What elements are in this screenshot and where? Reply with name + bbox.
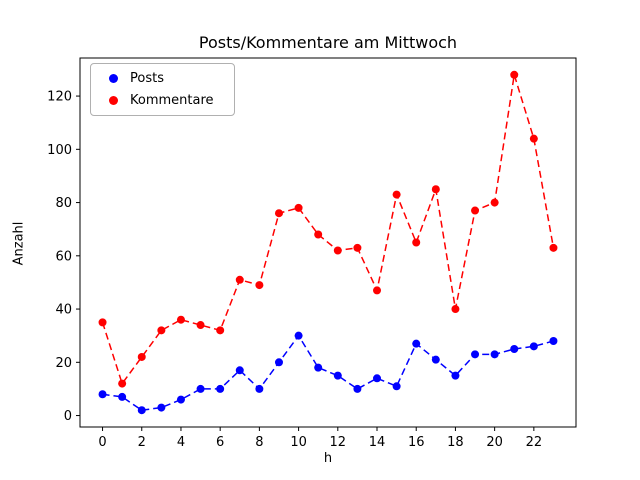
svg-text:16: 16 <box>408 435 425 450</box>
svg-text:6: 6 <box>216 435 224 450</box>
legend-label-kommentare: Kommentare <box>130 93 214 108</box>
y-axis-label: Anzahl <box>11 221 27 266</box>
legend-item-posts: Posts <box>101 71 222 86</box>
svg-text:22: 22 <box>526 435 543 450</box>
svg-text:20: 20 <box>486 435 503 450</box>
legend: Posts Kommentare <box>90 63 235 116</box>
svg-text:80: 80 <box>55 196 72 211</box>
chart-title: Posts/Kommentare am Mittwoch <box>198 33 458 52</box>
svg-text:12: 12 <box>330 435 347 450</box>
x-axis-label: h <box>323 451 333 466</box>
svg-text:2: 2 <box>138 435 146 450</box>
legend-item-kommentare: Kommentare <box>101 93 222 108</box>
svg-text:100: 100 <box>47 143 72 158</box>
svg-text:0: 0 <box>64 409 72 424</box>
svg-text:60: 60 <box>55 249 72 264</box>
svg-text:40: 40 <box>55 303 72 318</box>
legend-label-posts: Posts <box>130 71 164 86</box>
svg-text:10: 10 <box>290 435 307 450</box>
kommentare-marker-icon <box>109 96 118 105</box>
svg-text:8: 8 <box>255 435 263 450</box>
svg-text:120: 120 <box>47 90 72 105</box>
svg-text:14: 14 <box>369 435 386 450</box>
svg-text:20: 20 <box>55 356 72 371</box>
svg-text:18: 18 <box>447 435 464 450</box>
svg-text:0: 0 <box>98 435 106 450</box>
posts-marker-icon <box>109 74 118 83</box>
svg-text:4: 4 <box>177 435 185 450</box>
